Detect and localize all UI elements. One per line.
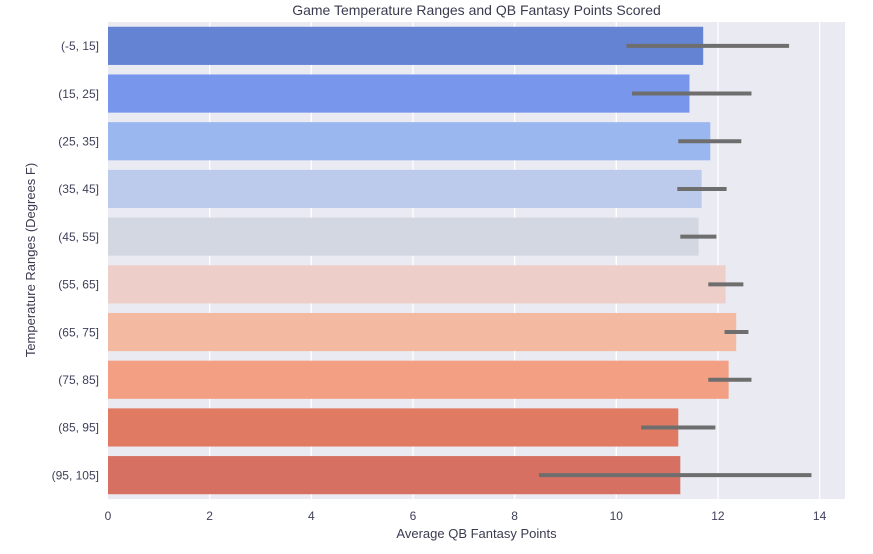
x-tick-label: 8 — [511, 509, 518, 523]
bar-5 — [108, 217, 699, 256]
x-tick-label: 2 — [206, 509, 213, 523]
bars — [108, 26, 737, 495]
bar-4 — [108, 169, 702, 209]
bar-6 — [108, 265, 726, 304]
bar-2 — [108, 74, 690, 113]
x-tick-label: 12 — [711, 509, 725, 523]
error-bars — [539, 43, 812, 478]
y-tick-label: (25, 35] — [58, 134, 99, 148]
y-tick-label: (35, 45] — [58, 182, 99, 196]
bar-9 — [108, 408, 679, 447]
x-tick-label: 4 — [308, 509, 315, 523]
x-tick-label: 6 — [410, 509, 417, 523]
x-tick-label: 14 — [813, 509, 827, 523]
x-tick-labels: 0 2 4 6 8 10 12 14 — [105, 509, 827, 523]
x-tick-label: 10 — [610, 509, 624, 523]
y-tick-labels: (-5, 15] (15, 25] (25, 35] (35, 45] (45, 55]… — [52, 39, 99, 482]
x-tick-label: 0 — [105, 509, 112, 523]
y-tick-label: (95, 105] — [52, 468, 99, 482]
bar-1 — [108, 26, 704, 65]
bar-8 — [108, 360, 729, 399]
y-tick-label: (55, 65] — [58, 278, 99, 292]
y-tick-label: (75, 85] — [58, 373, 99, 387]
bar-7 — [108, 312, 737, 352]
y-tick-label: (85, 95] — [58, 421, 99, 435]
bar-3 — [108, 122, 711, 161]
y-axis-label: Temperature Ranges (Degrees F) — [23, 163, 38, 357]
y-tick-label: (-5, 15] — [61, 39, 99, 53]
x-axis-label: Average QB Fantasy Points — [396, 526, 557, 541]
y-tick-label: (15, 25] — [58, 87, 99, 101]
chart-title: Game Temperature Ranges and QB Fantasy P… — [292, 2, 661, 18]
y-tick-label: (65, 75] — [58, 325, 99, 339]
y-tick-label: (45, 55] — [58, 230, 99, 244]
